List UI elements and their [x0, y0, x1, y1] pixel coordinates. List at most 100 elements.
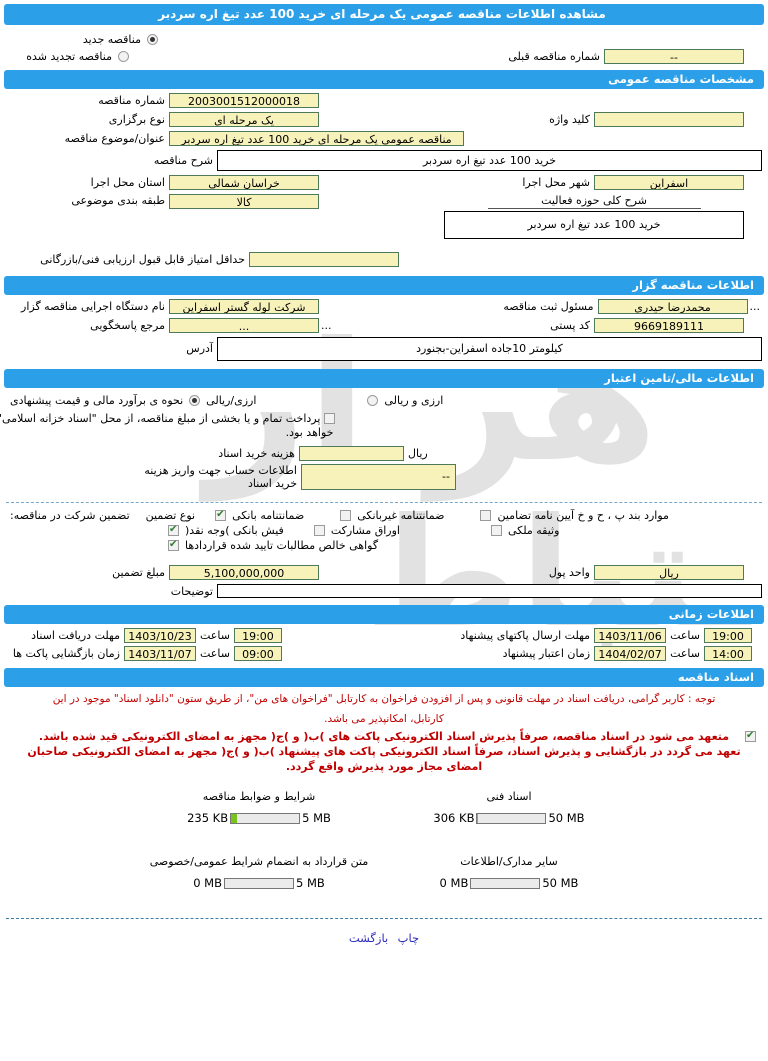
- upload-slot-terms-track: [230, 812, 301, 824]
- radio-renewed-tender-label: مناقصه تجدید شده: [26, 50, 112, 63]
- doc-cost-input[interactable]: [299, 446, 404, 461]
- contact-more-dots[interactable]: ...: [321, 319, 332, 332]
- timing-row-0-right-time[interactable]: 19:00: [233, 628, 282, 643]
- radio-rial-currency[interactable]: [189, 395, 201, 406]
- commitment-line1: متعهد می شود در اسناد مناقصه، صرفاً پذیر…: [38, 730, 730, 743]
- category-row: شرح کلی حوزه فعالیت خرید 100 عدد تیغ اره…: [0, 194, 768, 239]
- postal-code-input[interactable]: 9669189111: [594, 318, 744, 333]
- timing-row-0-left-hour-label: ساعت: [670, 629, 700, 642]
- guarantee-option-4-label: اوراق مشارکت: [330, 524, 400, 537]
- officer-input[interactable]: محمدرضا حیدری: [597, 299, 748, 314]
- guarantee-type-label: نوع تضمین: [145, 509, 196, 522]
- tender-number-row: 2003001512000018 شماره مناقصه: [0, 93, 768, 108]
- upload-slot-terms: شرایط و ضوابط مناقصه 235 KB 5 MB: [144, 790, 374, 825]
- timing-row-0-left-label: مهلت ارسال پاکتهای پیشنهاد: [460, 629, 591, 642]
- account-info-input[interactable]: --: [301, 464, 456, 490]
- section-timing-header: اطلاعات زمانی: [4, 605, 764, 624]
- tender-detail-page: مشاهده اطلاعات مناقصه عمومی یک مرحله ای …: [0, 4, 768, 953]
- radio-renewed-tender[interactable]: [118, 51, 129, 62]
- officer-label: مسئول ثبت مناقصه: [503, 300, 594, 313]
- holding-type-row: کلید واژه یک مرحله ای نوع برگزاری: [0, 112, 768, 127]
- doc-cost-row: ریال هزینه خرید اسناد: [0, 446, 768, 461]
- radio-both-currency[interactable]: [367, 395, 379, 406]
- upload-slot-terms-used: 235 KB: [187, 811, 229, 825]
- guarantee-option-4-checkbox[interactable]: [313, 525, 325, 536]
- timing-row-1: 14:00 ساعت 1404/02/07 زمان اعتبار پیشنها…: [0, 646, 768, 661]
- min-score-input[interactable]: [249, 252, 399, 267]
- section-organizer-header: اطلاعات مناقصه گزار: [4, 276, 764, 295]
- city-label: شهر محل اجرا: [522, 176, 590, 189]
- address-input[interactable]: کیلومتر 10جاده اسفراین-بجنورد: [217, 337, 762, 361]
- agency-input[interactable]: شرکت لوله گستر اسفراین: [169, 299, 319, 314]
- back-link[interactable]: بازگشت: [348, 931, 389, 945]
- guarantee-amount-input[interactable]: 5,100,000,000: [169, 565, 319, 580]
- agency-more-dots[interactable]: ...: [749, 300, 761, 313]
- upload-slot-terms-max: 5 MB: [302, 811, 331, 825]
- city-input[interactable]: اسفراین: [594, 175, 744, 190]
- upload-slot-technical-meter: 306 KB 50 MB: [394, 811, 624, 825]
- guarantee-amount-row: ریال واحد پول 5,100,000,000 مبلغ تضمین: [0, 565, 768, 580]
- section-general-header: مشخصات مناقصه عمومی: [4, 70, 764, 89]
- treasury-note-line1: پرداخت تمام و یا بخشی از مبلغ مناقصه، از…: [0, 412, 321, 425]
- subject-label: عنوان/موضوع مناقصه: [64, 132, 165, 145]
- guarantee-option-0-checkbox[interactable]: [215, 510, 227, 521]
- commitment-line2: تعهد می گردد در بازگشایی و پذیرش اسناد، …: [27, 745, 741, 758]
- previous-tender-number-input[interactable]: --: [604, 49, 744, 64]
- upload-slot-other-meter: 0 MB 50 MB: [394, 876, 624, 890]
- timing-row-1-left-date[interactable]: 1404/02/07: [594, 646, 667, 661]
- guarantee-option-1-checkbox[interactable]: [340, 510, 352, 521]
- guarantee-option-2-label: موارد بند پ ، ح و خ آیین نامه تضامین: [497, 509, 669, 522]
- timing-row-1-right-date[interactable]: 1403/11/07: [124, 646, 196, 661]
- guarantee-option-5-checkbox[interactable]: [491, 525, 502, 536]
- category-input[interactable]: کالا: [169, 194, 319, 209]
- description-row: خرید 100 عدد تیغ اره سردبر شرح مناقصه: [0, 150, 768, 171]
- guarantee-option-6-checkbox[interactable]: [168, 540, 179, 551]
- radio-new-tender[interactable]: [147, 34, 158, 45]
- upload-slot-other-max: 50 MB: [542, 876, 579, 890]
- description-input[interactable]: خرید 100 عدد تیغ اره سردبر: [217, 150, 762, 171]
- commitment-checkbox[interactable]: [745, 731, 756, 742]
- contact-input[interactable]: ...: [169, 318, 319, 333]
- footer-divider: [6, 918, 762, 919]
- timing-row-0-right-date[interactable]: 1403/10/23: [124, 628, 196, 643]
- section-finance-header: اطلاعات مالی/تامین اعتبار: [4, 369, 764, 388]
- guarantee-row-2: وثیقه ملکی اوراق مشارکت فیش بانکی )وجه ن…: [0, 524, 768, 537]
- scope-input[interactable]: خرید 100 عدد تیغ اره سردبر: [444, 211, 744, 239]
- min-score-row: حداقل امتیاز قابل قبول ارزیابی فنی/بازرگ…: [0, 252, 768, 267]
- timing-row-0-left-time[interactable]: 19:00: [704, 628, 752, 643]
- upload-meter-row-top: اسناد فنی 306 KB 50 MB شرایط و ضوابط منا…: [0, 790, 768, 825]
- upload-slot-terms-caption: شرایط و ضوابط مناقصه: [202, 790, 316, 803]
- treasury-note-row: پرداخت تمام و یا بخشی از مبلغ مناقصه، از…: [0, 412, 768, 440]
- guarantee-notes-input[interactable]: [217, 584, 762, 598]
- timing-row-1-left-hour-label: ساعت: [670, 647, 700, 660]
- currency-unit-input[interactable]: ریال: [594, 565, 744, 580]
- guarantee-option-3-checkbox[interactable]: [168, 525, 179, 536]
- min-score-label: حداقل امتیاز قابل قبول ارزیابی فنی/بازرگ…: [40, 253, 245, 266]
- keyword-input[interactable]: [594, 112, 744, 127]
- doc-cost-label: هزینه خرید اسناد: [218, 447, 295, 460]
- upload-slot-contract-meter: 0 MB 5 MB: [144, 876, 374, 890]
- guarantee-amount-label: مبلغ تضمین: [112, 566, 165, 579]
- account-info-label-line2: خرید اسناد: [247, 477, 297, 490]
- guarantee-option-2-checkbox[interactable]: [480, 510, 492, 521]
- timing-row-1-left-time[interactable]: 14:00: [704, 646, 752, 661]
- holding-type-input[interactable]: یک مرحله ای: [169, 112, 319, 127]
- timing-row-1-right-time[interactable]: 09:00: [233, 646, 282, 661]
- guarantee-participation-label: تضمین شرکت در مناقصه:: [10, 509, 130, 522]
- upload-meter-row-bottom: سایر مدارک/اطلاعات 0 MB 50 MB متن قراردا…: [0, 855, 768, 890]
- timing-row-0-left-date[interactable]: 1403/11/06: [594, 628, 667, 643]
- timing-row-1-left-label: زمان اعتبار پیشنهاد: [502, 647, 591, 660]
- upload-slot-other-track: [470, 877, 541, 889]
- estimate-type-row: ارزی و ریالی ارزی/ریالی نحوه ی برآورد ما…: [0, 394, 768, 407]
- radio-new-tender-label: مناقصه جدید: [82, 33, 141, 46]
- tender-number-input[interactable]: 2003001512000018: [169, 93, 319, 108]
- subject-row: مناقصه عمومی یک مرحله ای خرید 100 عدد تی…: [0, 131, 768, 146]
- contact-label: مرجع پاسخگویی: [90, 319, 165, 332]
- subject-input[interactable]: مناقصه عمومی یک مرحله ای خرید 100 عدد تی…: [169, 131, 464, 146]
- postal-code-label: کد پستی: [550, 319, 590, 332]
- province-input[interactable]: خراسان شمالی: [169, 175, 319, 190]
- print-link[interactable]: چاپ: [397, 931, 420, 945]
- timing-row-1-right-label: زمان بازگشایی پاکت ها: [12, 647, 120, 660]
- page-title: مشاهده اطلاعات مناقصه عمومی یک مرحله ای …: [4, 4, 764, 25]
- treasury-checkbox[interactable]: [324, 413, 336, 424]
